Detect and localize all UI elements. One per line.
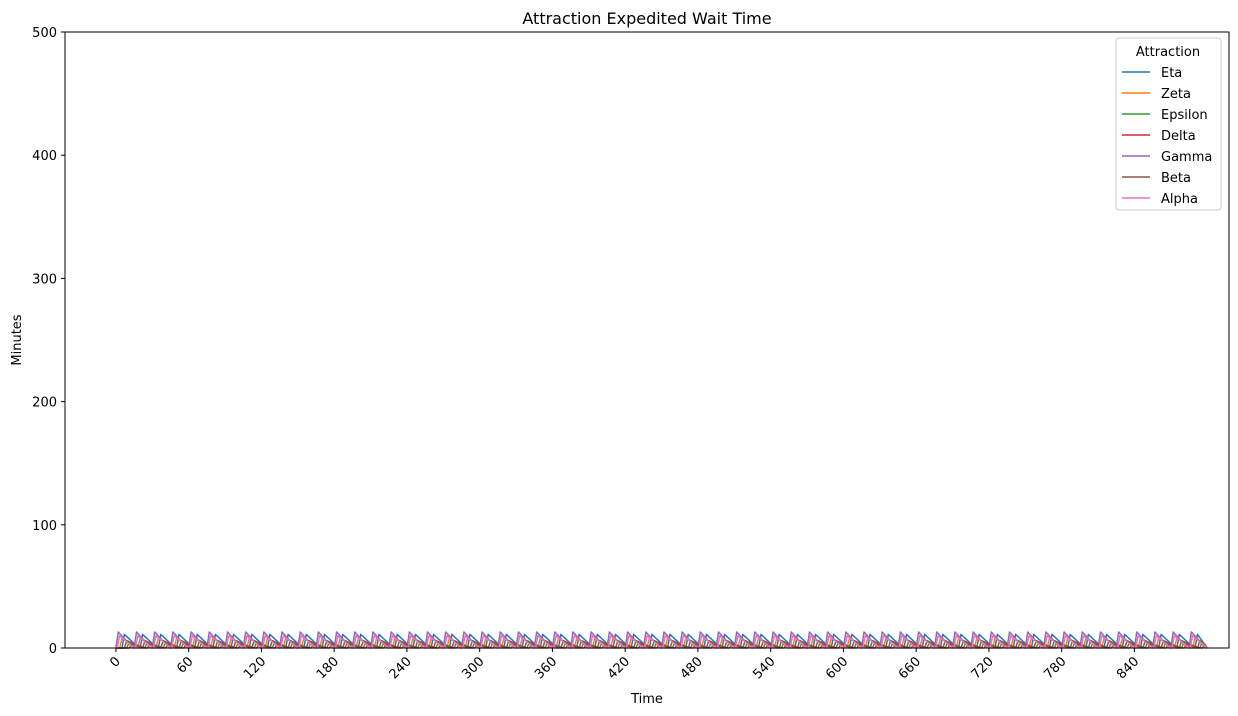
x-tick-label: 420 xyxy=(605,654,633,682)
legend-label: Gamma xyxy=(1161,150,1212,165)
x-tick-label: 120 xyxy=(241,654,269,682)
y-tick-label: 300 xyxy=(32,272,57,287)
plot-series xyxy=(115,631,1208,649)
y-axis: 0 100 200 300 400 500 xyxy=(32,26,65,657)
x-tick-label: 600 xyxy=(823,654,851,682)
x-tick-label: 780 xyxy=(1041,654,1069,682)
x-axis-title: Time xyxy=(630,692,663,707)
x-tick-label: 840 xyxy=(1114,654,1142,682)
x-tick-label: 660 xyxy=(896,654,924,682)
x-tick-label: 300 xyxy=(459,654,487,682)
series-line-gamma xyxy=(115,631,1208,649)
legend-label: Delta xyxy=(1161,129,1196,144)
x-tick-label: 0 xyxy=(107,654,123,670)
legend-entries: Eta Zeta Epsilon Delta Gamma Beta Alpha xyxy=(1122,66,1212,207)
y-tick-label: 400 xyxy=(32,149,57,164)
x-tick-label: 60 xyxy=(174,654,196,676)
legend-label: Epsilon xyxy=(1161,108,1208,123)
y-tick-label: 500 xyxy=(32,26,57,41)
x-tick-label: 240 xyxy=(387,654,415,682)
y-tick-label: 200 xyxy=(32,396,57,411)
y-tick-label: 100 xyxy=(32,519,57,534)
plot-frame xyxy=(64,31,1230,649)
x-tick-label: 360 xyxy=(532,654,560,682)
x-axis: 0 60 120 180 240 300 360 420 480 540 600 660 720 780 8… xyxy=(107,648,1142,682)
legend-title: Attraction xyxy=(1136,45,1200,60)
legend-label: Eta xyxy=(1161,66,1182,81)
y-axis-title: Minutes xyxy=(10,314,25,365)
legend-label: Beta xyxy=(1161,171,1191,186)
x-tick-label: 540 xyxy=(750,654,778,682)
y-tick-label: 0 xyxy=(49,642,57,657)
x-tick-label: 180 xyxy=(314,654,342,682)
x-tick-label: 480 xyxy=(678,654,706,682)
legend: Attraction Eta Zeta Epsilon Delta Gamma Beta A… xyxy=(1115,37,1222,211)
chart-title: Attraction Expedited Wait Time xyxy=(522,9,771,28)
legend-label: Alpha xyxy=(1161,192,1198,207)
legend-box xyxy=(1115,37,1222,211)
legend-label: Zeta xyxy=(1161,87,1191,102)
x-tick-label: 720 xyxy=(969,654,997,682)
